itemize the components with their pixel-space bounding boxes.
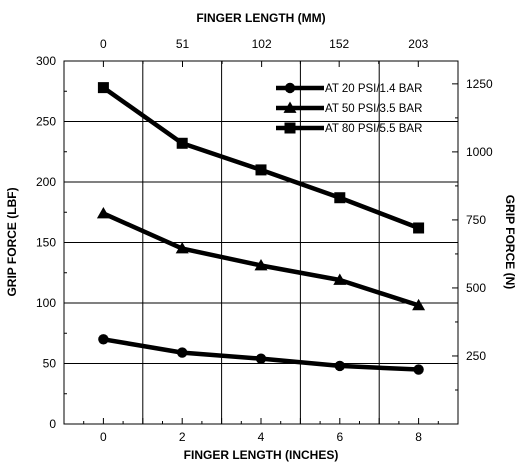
- data-point: [176, 137, 188, 149]
- legend-entry: AT 50 PSI/3.5 BAR: [276, 101, 422, 115]
- y-tick-label: 50: [43, 357, 57, 371]
- legend-label: AT 80 PSI/5.5 BAR: [325, 123, 422, 135]
- legend-marker: [284, 122, 296, 134]
- data-point: [254, 258, 268, 271]
- series-triangle: [96, 206, 426, 311]
- data-point: [333, 273, 347, 285]
- data-point: [413, 222, 425, 234]
- legend-entry: AT 20 PSI/1.4 BAR: [276, 82, 422, 95]
- y2-tick-label: 1000: [466, 145, 493, 159]
- legend-label: AT 20 PSI/1.4 BAR: [325, 83, 422, 95]
- data-point: [412, 298, 426, 311]
- data-point: [175, 242, 189, 254]
- legend-entry: AT 80 PSI/5.5 BAR: [276, 122, 422, 135]
- x2-tick-label: 152: [329, 37, 349, 51]
- data-point: [334, 360, 345, 372]
- x2-tick-label: 51: [176, 37, 190, 51]
- axis-ticks: 0 2 4 6 8 0 51 102 152 203 0 50 100 150 200 250 300 250 50…: [36, 37, 493, 444]
- legend-label: AT 50 PSI/3.5 BAR: [325, 103, 422, 115]
- x-tick-label: 0: [100, 430, 107, 444]
- data-point: [255, 164, 267, 176]
- bottom-axis-title: FINGER LENGTH (INCHES): [184, 448, 339, 462]
- left-axis-title: GRIP FORCE (LBF): [5, 187, 19, 296]
- x-tick-label: 4: [258, 430, 265, 444]
- x-tick-label: 6: [336, 430, 343, 444]
- series-layer: [96, 82, 426, 375]
- y2-tick-label: 1250: [466, 77, 493, 91]
- data-point: [97, 82, 109, 94]
- x-tick-label: 2: [179, 430, 186, 444]
- y-tick-label: 0: [49, 417, 56, 431]
- legend-marker: [284, 82, 296, 94]
- legend: AT 20 PSI/1.4 BAR AT 50 PSI/3.5 BAR AT 80 …: [276, 82, 422, 135]
- x2-tick-label: 0: [100, 37, 107, 51]
- data-point: [96, 206, 110, 219]
- data-point: [413, 364, 424, 375]
- legend-marker: [283, 101, 297, 113]
- y-tick-label: 150: [36, 236, 56, 250]
- y-tick-label: 200: [36, 175, 56, 189]
- y2-tick-label: 750: [466, 213, 486, 227]
- y-tick-label: 250: [36, 115, 56, 129]
- y2-tick-label: 500: [466, 281, 486, 295]
- data-point: [177, 347, 188, 358]
- series-square: [97, 82, 425, 234]
- y2-tick-label: 250: [466, 349, 486, 363]
- data-point: [334, 192, 346, 204]
- x2-tick-label: 203: [408, 37, 428, 51]
- right-axis-title: GRIP FORCE (N): [503, 195, 517, 289]
- y-tick-label: 300: [36, 54, 56, 68]
- data-point: [255, 353, 267, 364]
- grid-lines: [64, 61, 458, 424]
- y-tick-label: 100: [36, 296, 56, 310]
- series-circle: [98, 334, 424, 375]
- top-axis-title: FINGER LENGTH (MM): [196, 11, 325, 25]
- x2-tick-label: 102: [252, 37, 272, 51]
- x-tick-label: 8: [415, 430, 422, 444]
- data-point: [98, 334, 109, 345]
